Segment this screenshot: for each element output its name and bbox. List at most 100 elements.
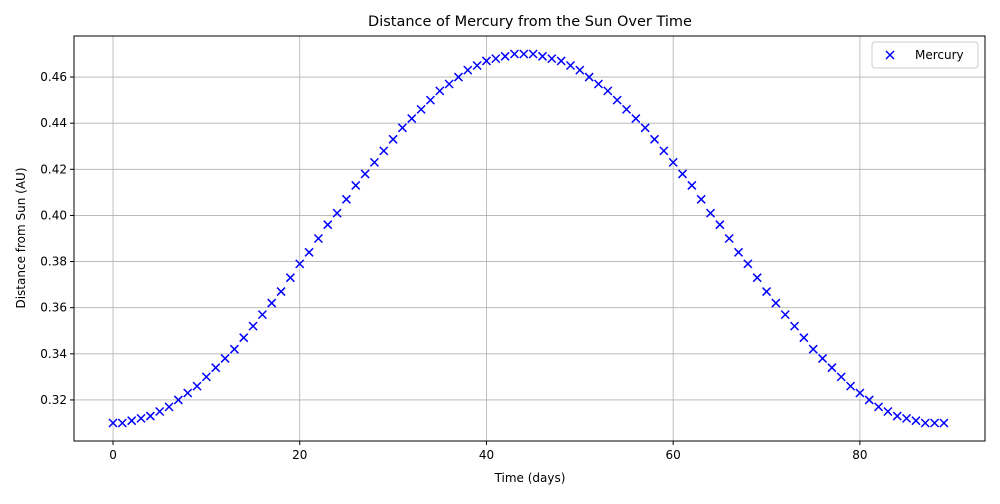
marks — [108, 49, 949, 428]
point — [855, 388, 865, 398]
point — [117, 418, 127, 428]
point — [509, 49, 519, 59]
point — [939, 418, 949, 428]
y-tick-label: 0.46 — [40, 70, 67, 84]
point — [752, 273, 762, 283]
point — [930, 418, 940, 428]
point — [220, 353, 230, 363]
point — [313, 233, 323, 244]
legend-marker — [885, 50, 895, 60]
point — [790, 321, 800, 331]
grid: 0 20 40 60 80 0.32 0.34 0.36 0.38 0.40 0.42 0.44 0.4… — [40, 36, 985, 462]
point — [677, 169, 688, 179]
point — [229, 344, 239, 354]
point — [818, 353, 828, 363]
point — [500, 51, 510, 61]
point — [463, 65, 473, 75]
plot-frame — [73, 35, 986, 442]
point — [481, 56, 491, 66]
point — [649, 134, 660, 144]
y-tick-label: 0.44 — [40, 116, 67, 130]
point — [444, 79, 454, 89]
point — [267, 298, 277, 308]
point — [827, 363, 837, 373]
point — [379, 146, 389, 156]
y-tick-label: 0.40 — [40, 208, 67, 222]
point — [836, 372, 846, 382]
point — [304, 247, 314, 257]
point — [164, 402, 174, 412]
y-tick-label: 0.34 — [40, 347, 67, 361]
point — [621, 104, 632, 114]
point — [762, 287, 772, 297]
point — [472, 60, 482, 71]
legend-label: Mercury — [915, 48, 964, 62]
point — [351, 180, 361, 190]
point — [108, 418, 118, 428]
point — [659, 146, 669, 156]
y-tick-label: 0.32 — [40, 393, 67, 407]
point — [145, 411, 155, 421]
x-tick-label: 20 — [292, 448, 307, 462]
point — [547, 54, 557, 64]
point — [201, 372, 211, 382]
legend: Mercury — [871, 41, 979, 69]
point — [902, 413, 912, 423]
y-tick-label: 0.36 — [40, 301, 67, 315]
y-tick-label: 0.42 — [40, 162, 67, 176]
point — [248, 321, 258, 331]
point — [155, 406, 165, 417]
x-axis-label: Time (days) — [494, 471, 566, 485]
point — [846, 381, 856, 391]
point — [734, 247, 744, 257]
point — [575, 65, 585, 75]
point — [388, 134, 398, 144]
x-tick-label: 60 — [666, 448, 681, 462]
point — [173, 395, 183, 405]
point — [724, 233, 734, 244]
point — [911, 416, 921, 426]
point — [369, 157, 379, 167]
point — [640, 123, 650, 133]
point — [397, 123, 407, 133]
point — [453, 72, 463, 82]
point — [416, 104, 426, 114]
point — [864, 395, 874, 405]
point — [668, 157, 678, 167]
chart-title: Distance of Mercury from the Sun Over Ti… — [368, 14, 692, 30]
point — [425, 95, 435, 105]
y-tick-label: 0.38 — [40, 255, 67, 269]
point — [192, 381, 202, 391]
point — [696, 194, 706, 204]
x-tick-label: 0 — [109, 448, 117, 462]
point — [435, 86, 445, 96]
point — [715, 220, 725, 230]
x-tick-label: 40 — [479, 448, 494, 462]
point — [808, 344, 818, 354]
y-axis-label: Distance from Sun (AU) — [14, 167, 28, 308]
point — [285, 273, 295, 283]
point — [603, 86, 613, 96]
point — [136, 413, 146, 423]
point — [519, 49, 529, 59]
point — [892, 411, 902, 421]
point — [883, 406, 893, 417]
point — [239, 333, 249, 343]
point — [360, 169, 370, 179]
point — [528, 49, 538, 59]
point — [743, 259, 753, 269]
point — [341, 194, 351, 204]
point — [593, 79, 604, 89]
point — [537, 51, 548, 61]
point — [183, 388, 193, 398]
point — [874, 402, 884, 412]
point — [799, 333, 809, 343]
point — [612, 95, 622, 105]
point — [565, 60, 576, 71]
point — [276, 287, 286, 297]
point — [127, 416, 137, 426]
point — [407, 114, 417, 124]
